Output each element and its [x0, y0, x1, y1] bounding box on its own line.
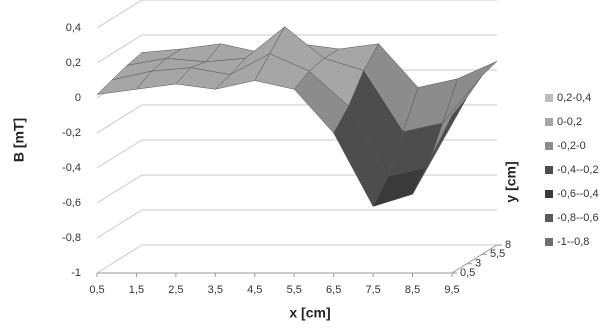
y-tick-label: 3 — [475, 258, 481, 270]
legend-label: -0,2-0 — [557, 140, 586, 152]
x-tick-label: 4,5 — [247, 284, 262, 296]
grid-line — [96, 209, 497, 239]
floor-edge — [97, 244, 498, 274]
legend-swatch — [545, 118, 553, 126]
x-tick-label: 9,5 — [444, 284, 459, 296]
legend-swatch — [545, 214, 553, 222]
surface-patch — [412, 97, 468, 195]
y-tick-label: 5,5 — [490, 248, 505, 260]
x-tick-label: 5,5 — [287, 284, 302, 296]
grid-line — [96, 34, 497, 64]
legend-swatch — [545, 94, 553, 102]
z-tick-label: -1 — [71, 267, 81, 279]
z-tick-label: 0,4 — [66, 22, 81, 34]
x-axis-title: x [cm] — [289, 305, 330, 321]
legend-label: -0,6--0,4 — [557, 188, 599, 200]
x-tick-label: 3,5 — [208, 284, 223, 296]
x-tick-label: 1,5 — [129, 284, 144, 296]
legend-label: -1--0,8 — [557, 236, 589, 248]
z-tick-label: 0,2 — [66, 57, 81, 69]
legend-label: 0-0,2 — [557, 116, 582, 128]
legend-label: -0,4--0,2 — [557, 164, 599, 176]
legend-swatch — [545, 190, 553, 198]
y-tick-label: 0,5 — [460, 267, 475, 279]
z-tick-label: -0,6 — [62, 197, 81, 209]
x-tick-label: 0,5 — [89, 284, 104, 296]
y-axis-title: y [cm] — [503, 161, 519, 202]
legend-swatch — [545, 166, 553, 174]
z-axis-title: B [mT] — [11, 118, 27, 162]
z-tick-label: 0 — [75, 92, 81, 104]
grid-line — [96, 174, 497, 204]
legend-label: -0,8--0,6 — [557, 212, 599, 224]
x-tick-label: 8,5 — [405, 284, 420, 296]
x-tick-label: 7,5 — [365, 284, 380, 296]
grid-line — [96, 244, 497, 274]
z-tick-label: -0,8 — [62, 232, 81, 244]
y-tick-label: 8 — [505, 239, 511, 251]
z-tick-label: -0,4 — [62, 162, 81, 174]
legend-swatch — [545, 238, 553, 246]
x-tick-label: 2,5 — [168, 284, 183, 296]
z-tick-label: -0,2 — [62, 127, 81, 139]
legend-label: 0,2-0,4 — [557, 92, 591, 104]
x-tick-label: 6,5 — [326, 284, 341, 296]
grid-line — [96, 0, 497, 29]
legend-swatch — [545, 142, 553, 150]
